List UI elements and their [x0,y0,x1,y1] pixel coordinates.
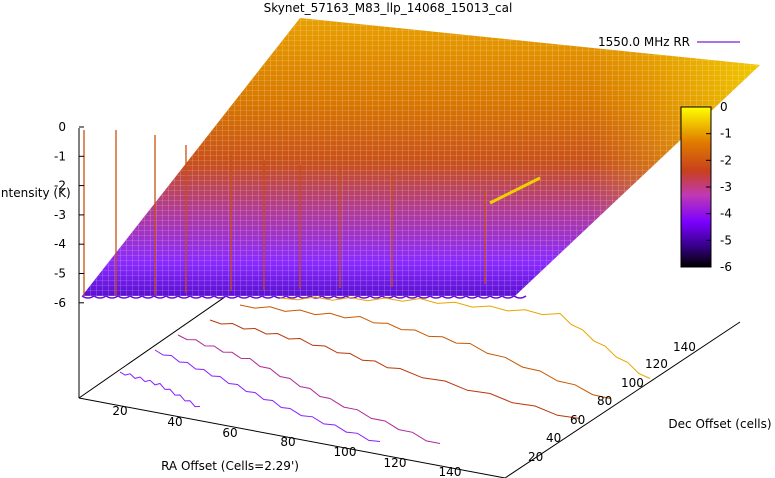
contour-line [239,304,611,399]
z-tick-labels: 0 -1 -2 -3 -4 -5 -6 [54,120,84,310]
colorbar-tick-label: -6 [720,260,732,274]
z-tick-label: -5 [54,267,66,281]
colorbar-tick-label: -1 [720,127,732,141]
y-tick-label: 120 [645,357,668,371]
contour-line [209,319,581,419]
y-tick-label: 20 [528,450,543,464]
y-tick-label: 100 [621,376,644,390]
y-axis-line [504,321,741,478]
x-tick-label: 60 [222,426,237,440]
colorbar-tick-label: -4 [720,207,732,221]
z-tick-label: 0 [58,120,66,134]
x-tick-label: 40 [167,415,182,429]
z-axis-label: Intensity (K) [0,186,71,200]
legend-label: 1550.0 MHz RR [598,35,690,49]
x-tick-labels: 20 40 60 80 100 120 140 [112,404,461,478]
contour-line [154,349,381,442]
x-axis-label: RA Offset (Cells=2.29') [161,459,299,473]
z-tick-label: -1 [54,149,66,163]
colorbar: 0 -1 -2 -3 -4 -5 -6 [680,100,732,274]
z-tick-label: -3 [54,208,66,222]
y-tick-label: 140 [673,340,696,354]
contour-line [279,296,651,379]
surface-ridge [489,176,541,205]
x-tick-label: 140 [439,465,462,478]
chart-title: Skynet_57163_M83_llp_14068_15013_cal [264,1,513,15]
z-tick-label: -2 [54,179,66,193]
x-tick-label: 120 [384,456,407,470]
contour-line [177,334,441,444]
surface-mesh [82,18,760,296]
colorbar-tick-labels: 0 -1 -2 -3 -4 -5 -6 [706,100,732,274]
z-tick-label: -6 [54,296,66,310]
y-tick-label: 60 [570,413,585,427]
colorbar-tick-label: -5 [720,233,732,247]
colorbar-tick-label: -3 [720,180,732,194]
colorbar-tick-label: 0 [720,100,728,114]
contour-layer [119,296,651,444]
colorbar-tick-label: -2 [720,153,732,167]
legend: 1550.0 MHz RR [598,35,740,49]
x-tick-label: 80 [280,435,295,449]
x-axis-line [78,397,506,478]
y-tick-label: 80 [597,394,612,408]
x-tick-label: 100 [334,445,357,459]
y-tick-label: 40 [546,431,561,445]
contour-line [119,371,201,408]
x-tick-label: 20 [112,404,127,418]
surface-layer [81,18,760,299]
y-axis-label: Dec Offset (cells) [668,417,771,431]
surface-front-edge [81,295,527,299]
z-tick-label: -4 [54,237,66,251]
